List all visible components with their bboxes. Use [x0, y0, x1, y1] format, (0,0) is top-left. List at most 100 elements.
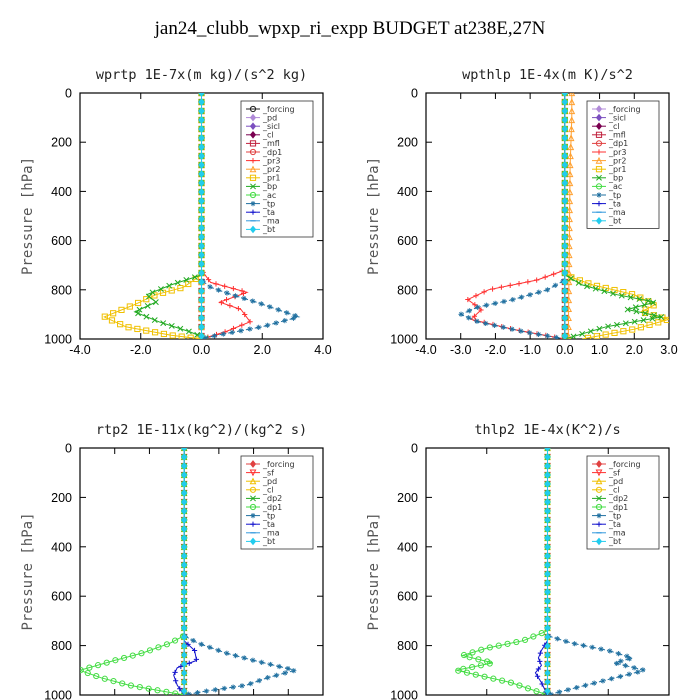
data-point	[198, 188, 205, 196]
data-point	[80, 666, 84, 674]
data-point	[101, 675, 108, 682]
data-point	[177, 325, 184, 332]
data-point	[181, 480, 188, 488]
legend-marker	[250, 495, 256, 502]
data-point	[198, 197, 205, 205]
data-point	[544, 534, 551, 542]
data-point	[177, 686, 183, 692]
data-point	[651, 312, 657, 319]
data-point	[561, 278, 568, 286]
legend-marker	[596, 174, 602, 181]
data-point	[544, 525, 551, 533]
data-point	[472, 671, 479, 678]
y-tick-label: 400	[51, 185, 72, 199]
legend-marker	[595, 486, 603, 493]
data-point	[481, 673, 488, 680]
data-point	[610, 290, 616, 297]
data-point	[136, 306, 143, 313]
data-point	[629, 326, 636, 333]
legend: _forcing_sicl_cl_mfl_dp1_pr3_pr2_pr1_bp_…	[586, 100, 660, 229]
data-point	[642, 310, 649, 317]
data-point	[544, 624, 551, 632]
legend-marker	[249, 140, 257, 147]
data-point	[544, 561, 551, 569]
data-point	[239, 683, 245, 689]
data-point	[539, 681, 545, 687]
data-point	[181, 642, 188, 650]
data-point	[198, 641, 204, 647]
data-point	[256, 678, 262, 684]
legend-entry: _dp1	[608, 503, 628, 512]
data-point	[291, 668, 297, 674]
data-point	[544, 651, 551, 659]
legend-marker	[596, 495, 602, 502]
data-point	[499, 677, 506, 684]
data-point	[618, 658, 624, 664]
data-point	[636, 296, 643, 303]
data-point	[181, 552, 188, 560]
data-point	[561, 161, 568, 169]
plot-area	[458, 93, 669, 339]
data-point	[637, 324, 645, 331]
data-point	[561, 287, 568, 295]
series-pr3	[465, 93, 568, 339]
y-tick-label: 200	[397, 491, 418, 505]
data-point	[561, 242, 568, 250]
legend-entry: _sicl	[262, 122, 280, 131]
legend-entry: _pr3	[262, 156, 280, 165]
data-point	[118, 306, 125, 314]
data-point	[622, 320, 629, 327]
data-point	[544, 615, 551, 623]
data-point	[513, 638, 520, 646]
data-point	[181, 597, 188, 605]
data-point	[492, 300, 498, 306]
series-bt	[561, 93, 568, 339]
legend-marker	[250, 209, 256, 215]
data-point	[544, 678, 551, 686]
data-point	[135, 310, 142, 317]
data-point	[186, 660, 192, 666]
data-point	[174, 279, 181, 286]
legend-marker	[595, 460, 603, 468]
data-point	[267, 304, 273, 310]
data-point	[218, 300, 224, 306]
data-point	[191, 274, 198, 281]
legend-marker	[596, 513, 602, 519]
data-point	[198, 179, 205, 187]
legend-marker	[595, 131, 603, 138]
data-point	[198, 125, 205, 133]
y-tick-label: 800	[397, 639, 418, 653]
legend-entry: _bt	[608, 537, 621, 546]
data-point	[240, 290, 247, 297]
data-point	[181, 687, 188, 695]
data-point	[224, 650, 230, 656]
series-dp1	[80, 448, 188, 695]
y-tick-label: 0	[65, 87, 72, 101]
y-axis-label: Pressure [hPa]	[366, 512, 382, 630]
data-point	[126, 303, 133, 310]
legend-entry: _ta	[262, 520, 275, 529]
data-point	[568, 107, 576, 115]
x-tick-label: -3.0	[450, 343, 472, 357]
data-point	[181, 525, 188, 533]
legend-marker	[595, 216, 603, 225]
data-point	[561, 107, 568, 115]
x-tick-label: -2.0	[130, 343, 152, 357]
data-point	[198, 161, 205, 169]
data-point	[521, 636, 529, 644]
data-point	[507, 679, 515, 686]
data-point	[544, 516, 551, 524]
data-point	[224, 290, 230, 296]
data-point	[117, 321, 124, 328]
data-point	[509, 326, 515, 332]
data-point	[536, 289, 542, 295]
data-point	[547, 691, 554, 695]
data-point	[544, 507, 551, 515]
data-point	[663, 316, 669, 324]
data-point	[198, 224, 205, 232]
data-point	[215, 647, 221, 653]
data-point	[168, 322, 175, 329]
legend-marker	[249, 105, 257, 113]
legend-marker	[595, 105, 603, 113]
